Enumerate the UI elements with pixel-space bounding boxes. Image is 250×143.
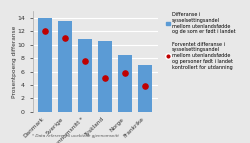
Point — [63, 37, 67, 39]
Bar — [138, 65, 152, 112]
Bar — [98, 41, 112, 112]
Text: * Data refererer til uvektede gjennomsnitt: * Data refererer til uvektede gjennomsni… — [32, 134, 120, 138]
Point — [83, 60, 87, 63]
Y-axis label: Prosentpoeng differanse: Prosentpoeng differanse — [12, 25, 17, 98]
Legend: Differanse i
sysselsettingsandel
mellom utenlandsfødde
og de som er født i lande: Differanse i sysselsettingsandel mellom … — [166, 12, 236, 70]
Bar — [118, 55, 132, 112]
Bar — [58, 21, 72, 112]
Point — [143, 85, 147, 87]
Point — [123, 72, 127, 74]
Bar — [78, 39, 92, 112]
Point — [103, 77, 107, 79]
Bar — [38, 18, 52, 112]
Point — [43, 30, 47, 33]
